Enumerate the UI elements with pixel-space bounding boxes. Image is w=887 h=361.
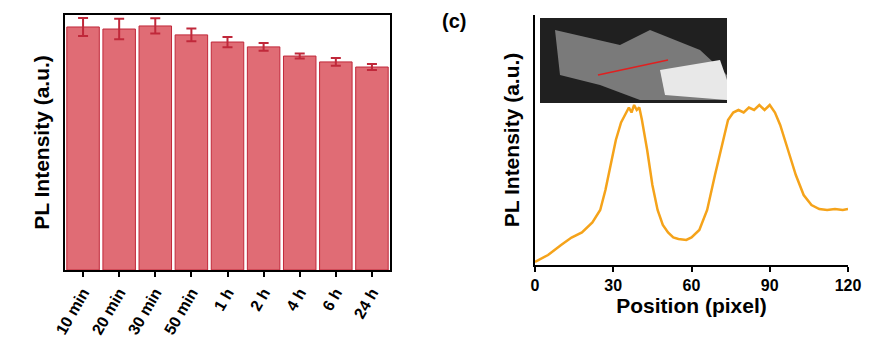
svg-text:50 min: 50 min xyxy=(161,285,201,337)
svg-text:PL Intensity (a.u.): PL Intensity (a.u.) xyxy=(30,55,53,230)
svg-text:10 min: 10 min xyxy=(53,285,93,337)
svg-text:30: 30 xyxy=(604,277,622,294)
svg-text:2 h: 2 h xyxy=(247,285,273,314)
svg-text:(c): (c) xyxy=(442,10,466,32)
svg-text:0: 0 xyxy=(531,277,540,294)
svg-text:PL Intensity (a.u.): PL Intensity (a.u.) xyxy=(500,53,523,228)
svg-text:24 h: 24 h xyxy=(351,285,382,321)
svg-text:6 h: 6 h xyxy=(319,285,345,314)
svg-text:60: 60 xyxy=(683,277,701,294)
svg-text:30 min: 30 min xyxy=(125,285,165,337)
svg-text:20 min: 20 min xyxy=(89,285,129,337)
svg-text:1 h: 1 h xyxy=(211,285,237,314)
svg-text:90: 90 xyxy=(761,277,779,294)
svg-text:4 h: 4 h xyxy=(283,285,309,314)
svg-text:120: 120 xyxy=(835,277,862,294)
svg-text:Position (pixel): Position (pixel) xyxy=(616,294,767,317)
